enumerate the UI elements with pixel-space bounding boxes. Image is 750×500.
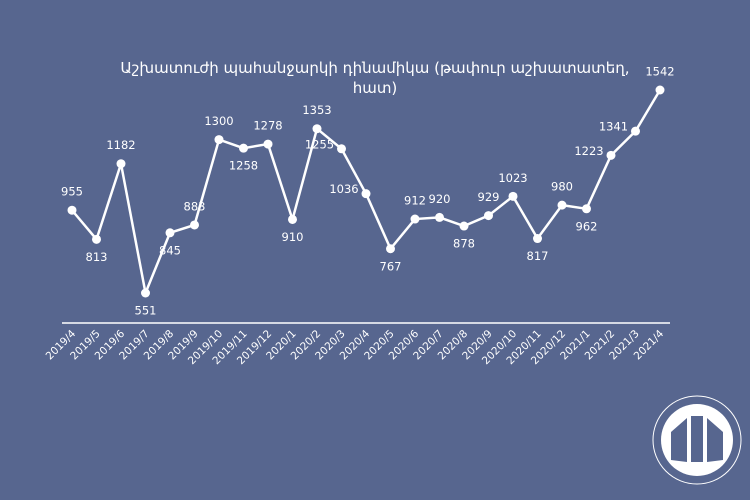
value-label: 1182 — [106, 138, 135, 152]
point — [361, 189, 371, 199]
point — [337, 144, 346, 154]
point — [165, 228, 175, 238]
point — [312, 124, 322, 134]
value-label: 920 — [429, 192, 451, 206]
point — [631, 126, 640, 136]
point — [459, 221, 469, 231]
value-label: 912 — [404, 194, 426, 208]
value-label: 910 — [282, 230, 304, 244]
value-label: 883 — [184, 199, 206, 213]
chart-title: Աշխատուժի պահանջարկի դինամիկա (թափուր աշ… — [120, 59, 630, 97]
point — [141, 288, 150, 298]
value-label: 962 — [576, 219, 598, 233]
value-label: 1223 — [574, 144, 603, 158]
logo-building — [671, 416, 723, 462]
point — [533, 234, 542, 244]
point — [435, 212, 444, 222]
point — [484, 211, 493, 221]
value-label: 878 — [453, 237, 475, 251]
logo-ring — [652, 395, 742, 485]
point — [214, 135, 224, 145]
point — [92, 234, 101, 244]
point — [67, 205, 77, 215]
point — [582, 204, 591, 214]
logo — [652, 395, 742, 485]
point — [655, 85, 665, 95]
value-label: 1353 — [302, 103, 331, 117]
point — [606, 150, 616, 160]
point — [557, 200, 567, 210]
value-label: 813 — [86, 250, 108, 264]
value-label: 767 — [380, 259, 402, 273]
value-label: 1023 — [498, 171, 527, 185]
point — [410, 214, 420, 224]
value-label: 551 — [135, 304, 157, 318]
value-label: 955 — [61, 185, 83, 199]
value-label: 1542 — [645, 65, 674, 79]
value-label: 1036 — [329, 182, 358, 196]
point — [239, 143, 248, 153]
value-label: 817 — [527, 249, 549, 263]
point — [263, 139, 273, 149]
value-label: 1300 — [204, 114, 233, 128]
value-label: 980 — [551, 180, 573, 194]
value-label: 1278 — [253, 119, 282, 133]
value-label: 1255 — [305, 137, 334, 151]
point — [116, 159, 126, 169]
value-label: 1258 — [229, 159, 258, 173]
point — [508, 191, 518, 201]
value-label: 929 — [478, 190, 500, 204]
point — [190, 220, 199, 230]
value-label: 1341 — [599, 120, 628, 134]
value-label: 845 — [159, 243, 181, 257]
point — [386, 244, 395, 254]
point — [288, 214, 297, 224]
